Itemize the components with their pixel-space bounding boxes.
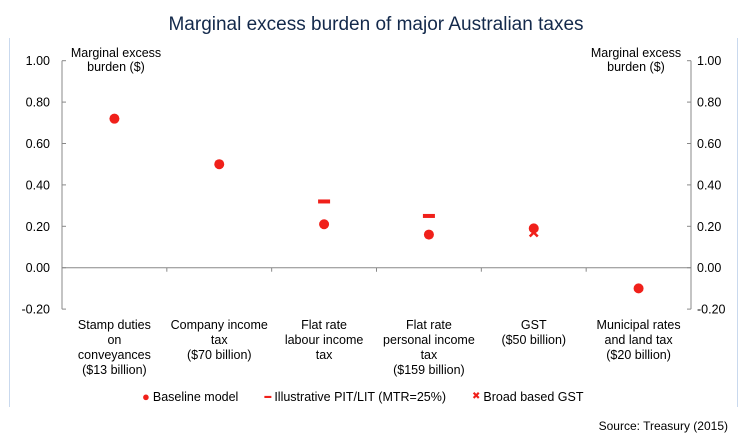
baseline-point [214,159,225,170]
left-tick-label: 0.60 [26,137,50,151]
legend-label: Illustrative PIT/LIT (MTR=25%) [274,389,447,404]
category-label: Stamp duties on conveyances ($13 billion) [77,318,151,377]
baseline-point [423,229,434,240]
right-tick-label: 1.00 [697,54,721,68]
right-tick-label: -0.20 [697,303,726,317]
right-tick-label: 0.00 [697,261,721,275]
legend-item: ● Baseline model [142,389,238,404]
right-axis-label: Marginal excess burden ($) [590,46,682,74]
legend-label: Baseline model [152,389,239,404]
baseline-point [109,113,120,124]
source-note: Source: Treasury (2015) [598,419,728,433]
category-label: Flat rate labour income tax [284,318,364,362]
left-tick-label: -0.20 [22,303,51,317]
dash-marker-icon: ▬ [264,393,272,400]
right-tick-label: 0.40 [697,178,721,192]
left-tick-label: 0.00 [26,261,50,275]
baseline-point [319,219,330,230]
left-tick-label: 0.40 [26,178,50,192]
gst-point [528,227,539,238]
legend-item: ▬ Illustrative PIT/LIT (MTR=25%) [264,389,446,404]
x-marker-icon: ✖ [472,391,481,402]
right-tick-label: 0.60 [697,137,721,151]
category-label: GST ($50 billion) [501,318,567,347]
left-tick-label: 0.80 [26,96,50,110]
right-tick-label: 0.80 [697,96,721,110]
pit-lit-point [318,199,331,204]
chart-frame [9,38,738,407]
left-tick-label: 1.00 [26,54,50,68]
legend-item: ✖ Broad based GST [472,389,583,404]
baseline-point [633,283,644,294]
chart-title: Marginal excess burden of major Australi… [168,14,584,35]
category-label: Municipal rates and land tax ($20 billion) [596,318,681,362]
legend-label: Broad based GST [483,389,584,404]
circle-marker-icon: ● [142,389,150,404]
left-axis-label: Marginal excess burden ($) [70,46,162,74]
category-label: Flat rate personal income tax ($159 billion… [383,318,475,377]
category-label: Company income tax ($70 billion) [170,318,268,362]
legend: ● Baseline model ▬ Illustrative PIT/LIT (MT… [142,389,609,404]
right-tick-label: 0.20 [697,220,721,234]
pit-lit-point [422,213,435,218]
left-tick-label: 0.20 [26,220,50,234]
